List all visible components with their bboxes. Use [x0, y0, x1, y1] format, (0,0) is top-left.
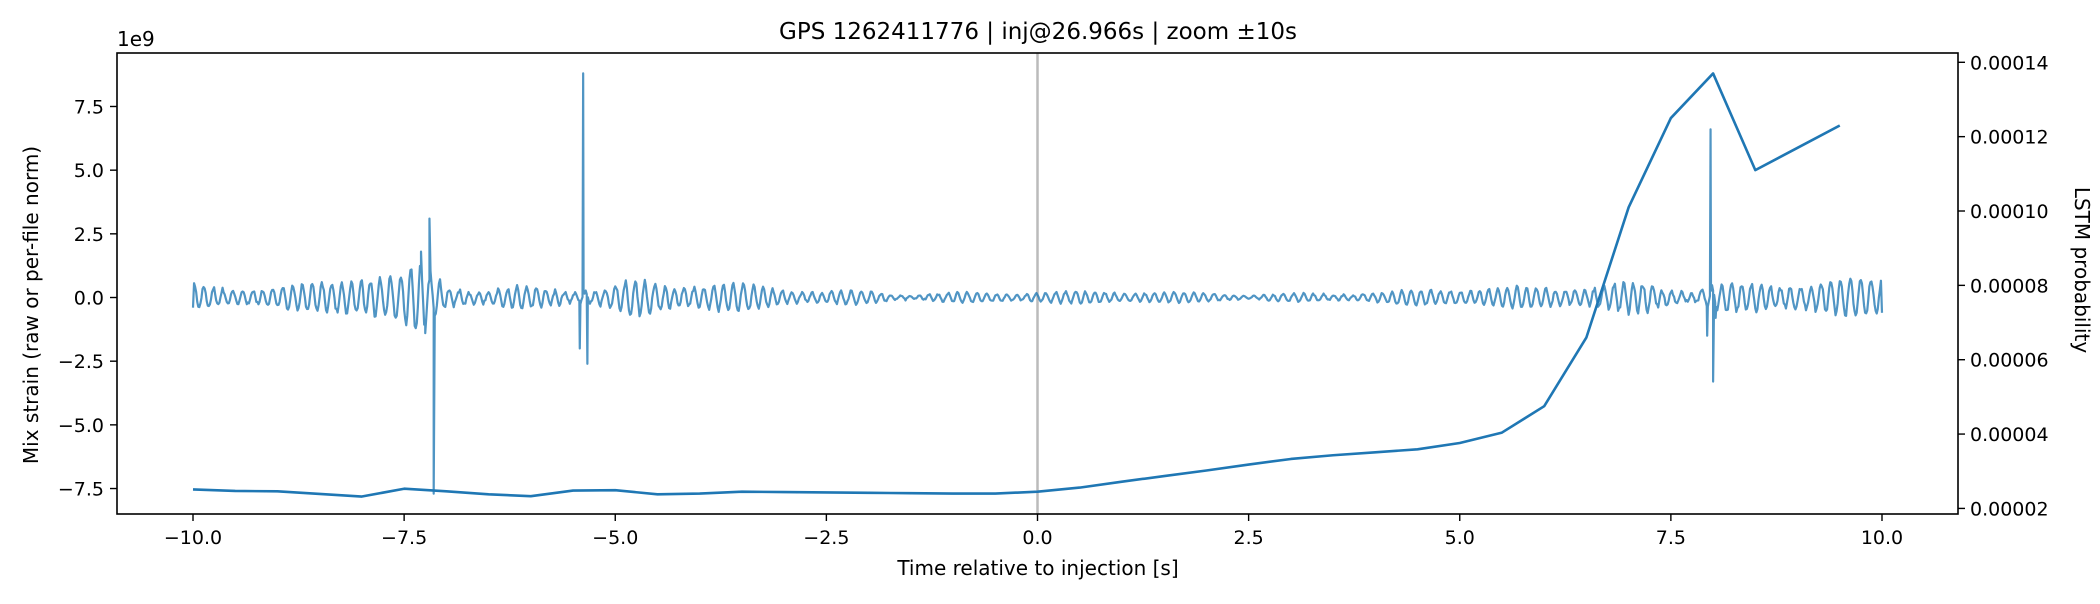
y-left-tick-label: −7.5: [58, 479, 104, 501]
x-tick-label: 5.0: [1445, 527, 1475, 549]
x-tick-label: 10.0: [1861, 527, 1903, 549]
y-right-tick-label: 0.00008: [1970, 275, 2049, 297]
y-left-tick-label: 0.0: [74, 288, 104, 310]
y-axis-offset-label: 1e9: [117, 27, 155, 51]
y-right-tick-label: 0.00012: [1970, 127, 2049, 149]
y-left-tick-label: −5.0: [58, 415, 104, 437]
y-left-tick-label: 2.5: [74, 224, 104, 246]
x-tick-label: 7.5: [1656, 527, 1686, 549]
y-left-tick-label: 5.0: [74, 160, 104, 182]
probability-series-line: [192, 72, 1841, 498]
x-tick-label: −7.5: [381, 527, 427, 549]
y-left-tick-label: 7.5: [74, 96, 104, 118]
y-right-tick-label: 0.00014: [1970, 52, 2049, 74]
y-right-tick-label: 0.00002: [1970, 498, 2049, 520]
x-tick-label: −2.5: [803, 527, 849, 549]
y-right-tick-label: 0.00010: [1970, 201, 2049, 223]
x-tick-label: 2.5: [1234, 527, 1264, 549]
x-tick-label: −5.0: [592, 527, 638, 549]
x-tick-label: −10.0: [164, 527, 222, 549]
chart-title: GPS 1262411776 | inj@26.966s | zoom ±10s: [779, 19, 1297, 45]
y-axis-label-left: Mix strain (raw or per-file norm): [19, 146, 43, 464]
y-left-tick-label: −2.5: [58, 351, 104, 373]
x-tick-label: 0.0: [1022, 527, 1052, 549]
y-right-tick-label: 0.00006: [1970, 350, 2049, 372]
y-axis-label-right: LSTM probability: [2070, 187, 2094, 354]
y-right-tick-label: 0.00004: [1970, 424, 2049, 446]
x-axis-label: Time relative to injection [s]: [896, 556, 1178, 580]
